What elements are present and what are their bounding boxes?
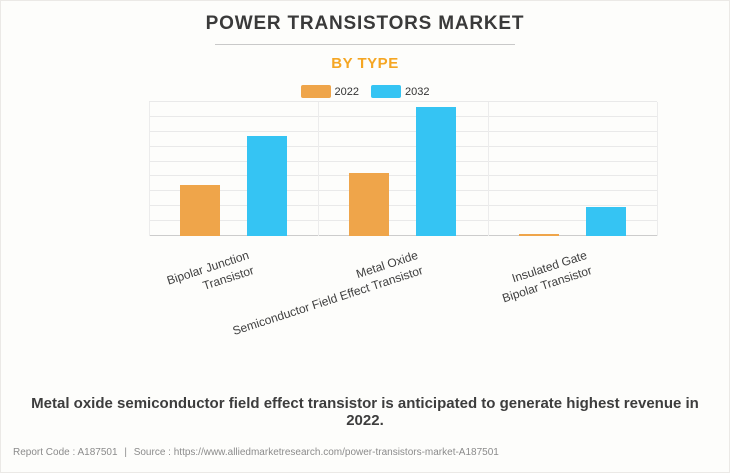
- chart-subtitle: BY TYPE: [331, 55, 399, 72]
- bar-2022[interactable]: [349, 173, 390, 236]
- x-axis-label: Metal Oxide Semiconductor Field Effect Tr…: [230, 247, 425, 339]
- chart-title: POWER TRANSISTORS MARKET: [205, 13, 525, 34]
- footer: Report Code : A187501 | Source : https:/…: [13, 447, 503, 458]
- legend-swatch-2032: [371, 85, 401, 98]
- source-url: Source : https://www.alliedmarketresearc…: [133, 447, 499, 458]
- legend-label: 2022: [334, 85, 359, 98]
- gridline: [149, 101, 657, 102]
- bar-group: [488, 102, 657, 236]
- gridline: [149, 115, 657, 117]
- bar-group: [149, 102, 318, 236]
- bar-2022[interactable]: [518, 234, 559, 236]
- gridline: [149, 205, 657, 207]
- legend-swatch-2022: [300, 85, 331, 98]
- chart-legend: 2022 2032: [1, 85, 729, 98]
- category-boundary-line: [657, 102, 658, 236]
- legend-item-2022[interactable]: 2022: [300, 85, 359, 98]
- gridline: [149, 160, 657, 162]
- x-axis-line: [149, 235, 657, 236]
- gridline: [149, 130, 657, 132]
- title-divider: [215, 44, 515, 45]
- category-boundary-line: [318, 102, 320, 236]
- gridline: [149, 145, 657, 147]
- chart-caption: Metal oxide semiconductor field effect t…: [1, 395, 729, 429]
- gridline: [149, 220, 657, 222]
- plot-area: Bipolar Junction Transistor Metal Oxide Sem…: [149, 101, 658, 338]
- x-axis-label: Bipolar Junction Transistor: [164, 247, 256, 293]
- category-boundary-line: [149, 102, 150, 236]
- legend-item-2032[interactable]: 2032: [371, 85, 429, 98]
- bar-2032[interactable]: [247, 136, 288, 236]
- caption-text: Metal oxide semiconductor field effect t…: [31, 395, 699, 429]
- x-axis-label: Insulated Gate Bipolar Transistor: [500, 247, 594, 306]
- bar-2022[interactable]: [180, 185, 221, 236]
- bar-2032[interactable]: [585, 206, 626, 236]
- report-code: Report Code : A187501: [13, 447, 118, 458]
- bar-group: [318, 102, 487, 236]
- footer-separator: |: [124, 447, 127, 458]
- gridline: [149, 175, 657, 177]
- bar-2032[interactable]: [416, 107, 457, 236]
- category-boundary-line: [487, 102, 489, 236]
- legend-label: 2032: [405, 85, 430, 98]
- gridline: [149, 190, 657, 192]
